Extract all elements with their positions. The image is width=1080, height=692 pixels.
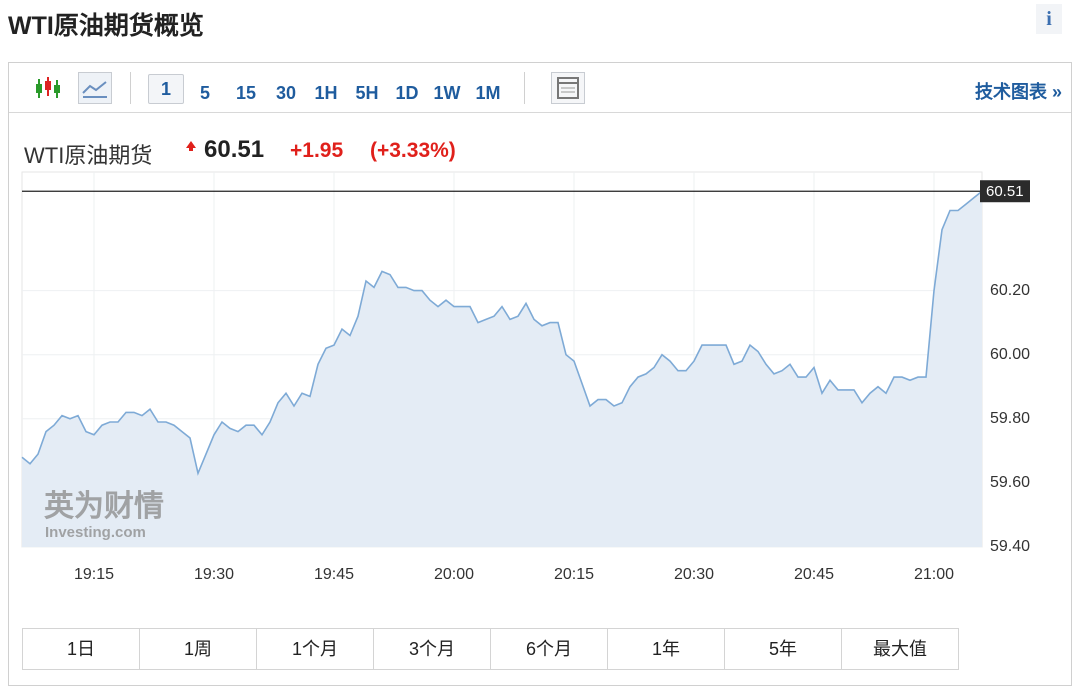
chart-widget (8, 62, 1072, 686)
range-button[interactable]: 最大值 (873, 639, 927, 659)
range-button[interactable]: 1日 (23, 629, 140, 669)
page-title: WTI原油期货概览 (8, 12, 204, 40)
line-icon[interactable] (78, 72, 112, 104)
interval-button[interactable]: 1H (314, 83, 338, 103)
toolbar (9, 63, 1071, 113)
interval-button[interactable]: 1M (475, 83, 501, 103)
range-button[interactable]: 3个月 (374, 629, 491, 669)
interval-button[interactable]: 15 (235, 83, 257, 103)
candle-icon[interactable] (34, 76, 62, 102)
range-button[interactable]: 1个月 (257, 629, 374, 669)
quote-price: 60.51 (204, 136, 265, 163)
interval-button[interactable]: 30 (275, 83, 297, 103)
interval-button[interactable]: 1W (433, 83, 461, 103)
range-button[interactable]: 1年 (608, 629, 725, 669)
interval-button[interactable]: 5H (355, 83, 379, 103)
quote-name: WTI原油期货 (24, 143, 153, 168)
range-selector: 1日 1周 1个月 3个月 6个月 1年 5年 最大值 (22, 628, 959, 670)
interval-button[interactable]: 5 (199, 83, 210, 103)
separator (130, 72, 131, 104)
layout-icon[interactable] (551, 72, 585, 104)
range-button[interactable]: 1周 (140, 629, 257, 669)
technical-chart-link[interactable]: 技术图表 » (974, 82, 1062, 102)
quote-change: +1.95 (290, 139, 344, 162)
quote-change-percent: (+3.33%) (370, 139, 456, 162)
interval-button[interactable]: 1 (148, 74, 184, 104)
up-arrow (186, 141, 196, 151)
interval-button[interactable]: 1D (395, 83, 419, 103)
info-button[interactable]: i (1036, 4, 1062, 34)
range-button[interactable]: 5年 (725, 629, 842, 669)
range-button[interactable]: 6个月 (491, 629, 608, 669)
separator (524, 72, 525, 104)
